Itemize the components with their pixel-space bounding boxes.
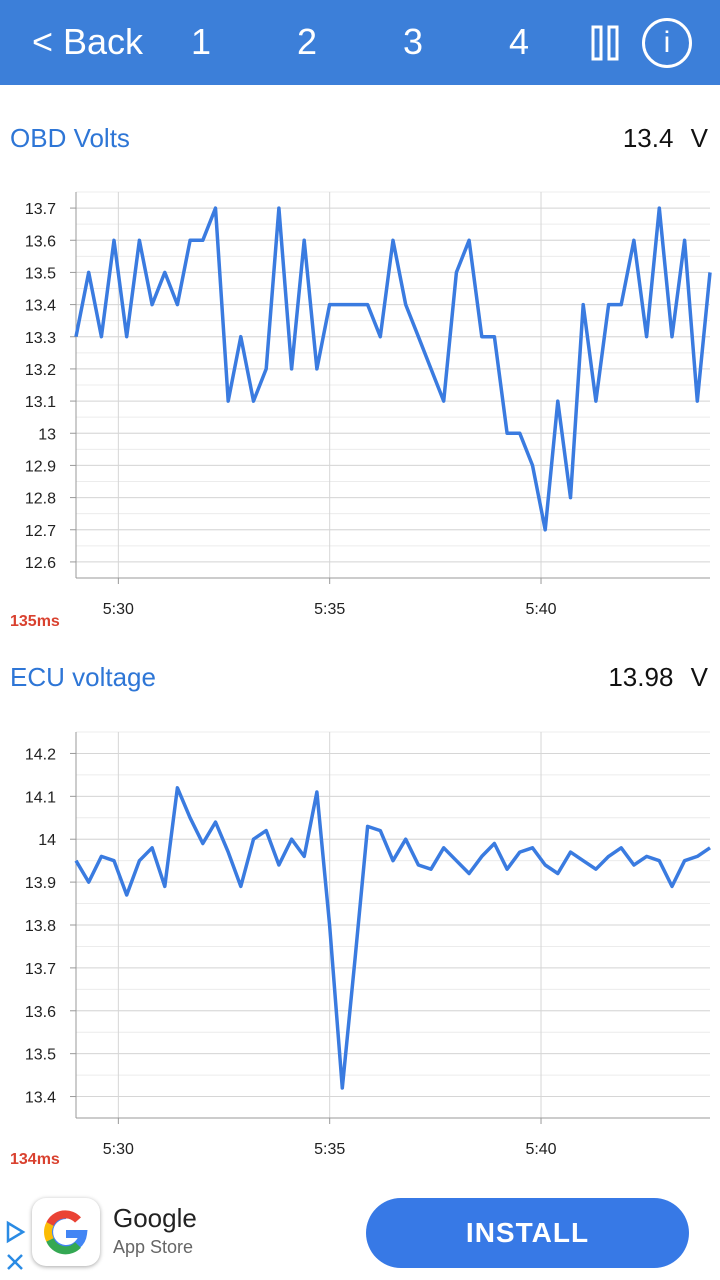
ad-banner: Google App Store INSTALL bbox=[0, 1185, 720, 1280]
chart-title-obd-volts: OBD Volts bbox=[10, 123, 130, 154]
y-tick-label: 12.7 bbox=[25, 523, 56, 540]
tab-3[interactable]: 3 bbox=[403, 20, 423, 64]
google-g-icon bbox=[32, 1198, 100, 1266]
y-tick-label: 14.1 bbox=[25, 789, 56, 806]
adchoices-icon[interactable] bbox=[4, 1220, 26, 1244]
y-tick-label: 13 bbox=[38, 426, 56, 443]
y-tick-label: 13.4 bbox=[25, 298, 56, 315]
obd-volts-value: 13.4 bbox=[623, 123, 674, 153]
chart-title-ecu-voltage: ECU voltage bbox=[10, 662, 156, 693]
google-logo[interactable] bbox=[32, 1198, 100, 1266]
obd-volts-unit: V bbox=[691, 123, 708, 153]
x-tick-label: 5:35 bbox=[314, 1141, 345, 1158]
y-tick-label: 13.2 bbox=[25, 362, 56, 379]
y-tick-label: 13.1 bbox=[25, 394, 56, 411]
y-tick-label: 12.6 bbox=[25, 555, 56, 572]
y-tick-label: 14.2 bbox=[25, 746, 56, 763]
pause-icon[interactable] bbox=[590, 23, 622, 63]
y-tick-label: 13.6 bbox=[25, 1004, 56, 1021]
install-button[interactable]: INSTALL bbox=[366, 1198, 689, 1268]
y-tick-label: 14 bbox=[38, 832, 56, 849]
tab-4[interactable]: 4 bbox=[509, 20, 529, 64]
top-navigation-bar: < Back 1 2 3 4 i bbox=[0, 0, 720, 85]
tab-2[interactable]: 2 bbox=[297, 20, 317, 64]
obd-volts-latency: 135ms bbox=[10, 613, 60, 631]
back-button[interactable]: < Back bbox=[32, 20, 143, 64]
x-tick-label: 5:35 bbox=[314, 601, 345, 618]
info-icon[interactable]: i bbox=[642, 18, 692, 68]
ecu-voltage-latency: 134ms bbox=[10, 1151, 60, 1169]
y-tick-label: 12.8 bbox=[25, 491, 56, 508]
x-tick-label: 5:30 bbox=[103, 601, 134, 618]
y-tick-label: 13.5 bbox=[25, 1047, 56, 1064]
ecu-voltage-unit: V bbox=[691, 662, 708, 692]
ecu-voltage-chart: 13.4 13.5 13.6 13.7 13.8 13.9 14 14.1 14.2 5:30 5:… bbox=[0, 720, 720, 1170]
close-icon[interactable] bbox=[5, 1252, 25, 1272]
y-tick-label: 13.9 bbox=[25, 875, 56, 892]
tab-1[interactable]: 1 bbox=[191, 20, 211, 64]
info-glyph: i bbox=[664, 26, 671, 60]
chart-value-obd-volts: 13.4 V bbox=[623, 123, 708, 154]
series-line bbox=[76, 788, 710, 1088]
ad-app-name: Google bbox=[113, 1203, 197, 1234]
chart-value-ecu-voltage: 13.98 V bbox=[608, 662, 708, 693]
y-tick-label: 13.7 bbox=[25, 961, 56, 978]
obd-volts-chart: 12.6 12.7 12.8 12.9 13 13.1 13.2 13.3 13.4 13.5 13… bbox=[0, 180, 720, 630]
x-tick-label: 5:40 bbox=[525, 601, 556, 618]
y-tick-label: 13.4 bbox=[25, 1090, 56, 1107]
x-tick-label: 5:40 bbox=[525, 1141, 556, 1158]
y-tick-label: 12.9 bbox=[25, 458, 56, 475]
x-tick-label: 5:30 bbox=[103, 1141, 134, 1158]
y-tick-label: 13.6 bbox=[25, 233, 56, 250]
y-tick-label: 13.8 bbox=[25, 918, 56, 935]
ecu-voltage-value: 13.98 bbox=[608, 662, 673, 692]
y-tick-label: 13.7 bbox=[25, 201, 56, 218]
ad-store-name: App Store bbox=[113, 1237, 193, 1258]
y-tick-label: 13.5 bbox=[25, 265, 56, 282]
y-tick-label: 13.3 bbox=[25, 330, 56, 347]
